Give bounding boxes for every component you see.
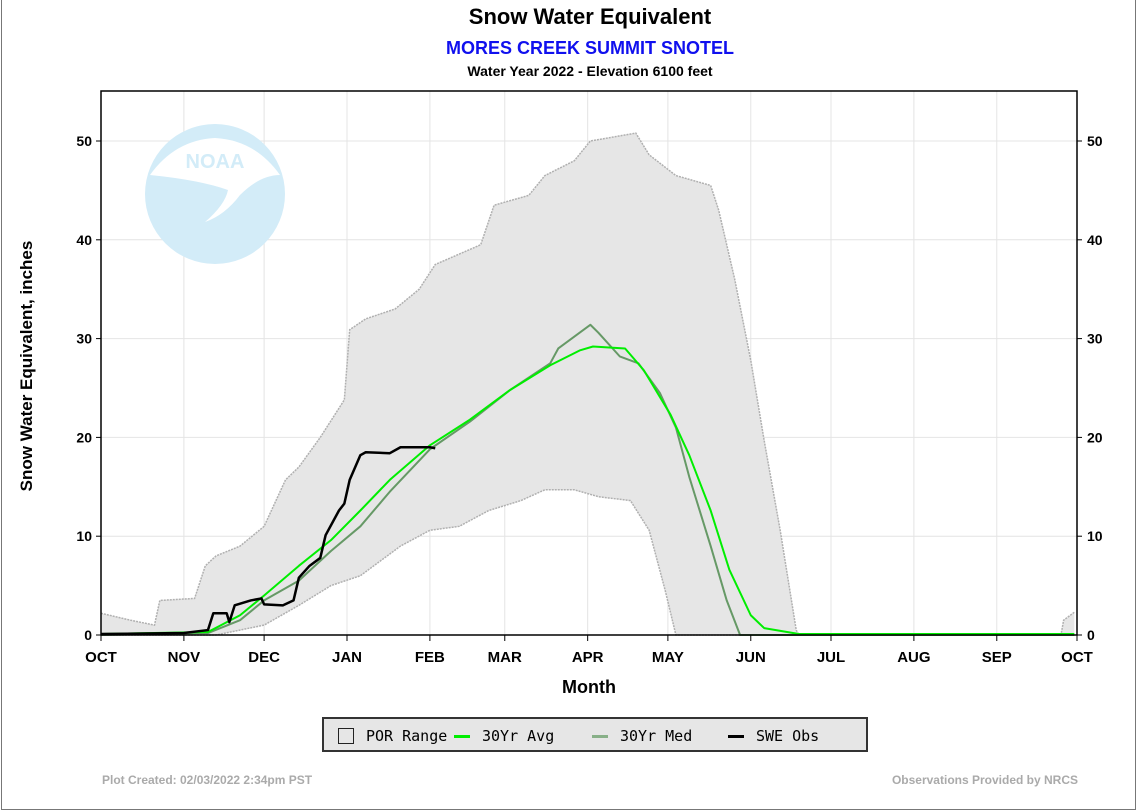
svg-text:NOAA: NOAA — [186, 151, 245, 173]
y-tick-label-right: 20 — [1087, 429, 1103, 445]
x-tick-label: OCT — [1061, 649, 1093, 666]
por-swatch — [338, 728, 354, 744]
x-tick-label: JUN — [736, 649, 766, 666]
x-tick-label: MAY — [652, 649, 684, 666]
x-tick-label: OCT — [85, 649, 117, 666]
y-tick-label-right: 0 — [1087, 627, 1095, 643]
y-tick-label-right: 30 — [1087, 331, 1103, 347]
y-tick-label-left: 0 — [84, 627, 92, 643]
x-tick-label: MAR — [488, 649, 522, 666]
median-swatch — [592, 734, 608, 738]
y-tick-label-left: 40 — [76, 232, 92, 248]
y-tick-label-right: 10 — [1087, 528, 1103, 544]
x-tick-label: JUL — [817, 649, 845, 666]
plot-border — [100, 90, 1078, 636]
station-name: MORES CREEK SUMMIT SNOTEL — [445, 38, 734, 58]
x-tick-label: SEP — [982, 649, 1012, 666]
legend-label: 30Yr Avg — [482, 727, 555, 745]
x-tick-label: AUG — [897, 649, 930, 666]
x-tick-label: DEC — [248, 649, 280, 666]
chart-subtitle: Water Year 2022 - Elevation 6100 feet — [467, 63, 713, 79]
y-tick-label-left: 50 — [76, 133, 92, 149]
y-tick-label-right: 50 — [1087, 133, 1103, 149]
legend-item-avg: 30Yr Avg — [454, 727, 554, 745]
legend-item-por: POR Range — [338, 727, 447, 745]
y-tick-label-left: 30 — [76, 331, 92, 347]
legend-label: 30Yr Med — [620, 727, 693, 745]
avg-swatch — [454, 734, 470, 738]
y-tick-label-right: 40 — [1087, 232, 1103, 248]
obs-swatch — [728, 734, 744, 738]
data-credit: Observations Provided by NRCS — [891, 773, 1078, 787]
obs-line — [100, 446, 436, 636]
x-tick-label: FEB — [415, 649, 445, 666]
plot-created: Plot Created: 02/03/2022 2:34pm PST — [102, 773, 313, 787]
avg-line — [100, 345, 1075, 636]
noaa-logo: NOAA — [145, 124, 285, 264]
por-lower-edge — [101, 489, 1075, 636]
por-range-area — [101, 133, 1075, 635]
x-tick-label: NOV — [168, 649, 201, 666]
chart-title: Snow Water Equivalent — [468, 4, 712, 29]
x-tick-label: APR — [572, 649, 604, 666]
legend-label: POR Range — [366, 727, 448, 745]
x-axis-label: Month — [562, 677, 616, 697]
legend-item-obs: SWE Obs — [728, 727, 819, 745]
por-upper-edge — [100, 132, 1075, 636]
median-line — [100, 323, 1075, 636]
y-axis-label: Snow Water Equivalent, inches — [17, 241, 36, 492]
legend-item-median: 30Yr Med — [592, 727, 692, 745]
legend-label: SWE Obs — [756, 727, 820, 745]
x-tick-label: JAN — [332, 649, 362, 666]
y-tick-label-left: 10 — [76, 528, 92, 544]
legend: POR Range 30Yr Avg 30Yr Med SWE Obs — [322, 717, 868, 752]
y-tick-label-left: 20 — [76, 429, 92, 445]
